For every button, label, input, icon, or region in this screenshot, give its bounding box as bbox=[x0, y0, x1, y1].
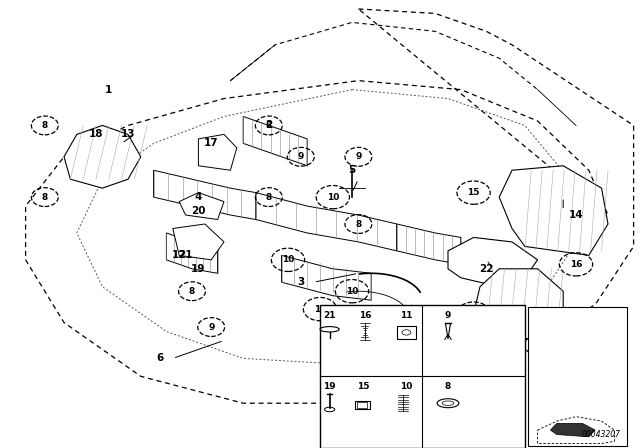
Bar bbox=[320, 305, 525, 448]
Text: 9: 9 bbox=[355, 152, 362, 161]
Bar bbox=[397, 326, 416, 339]
Text: 1: 1 bbox=[105, 85, 113, 95]
Text: 10: 10 bbox=[346, 287, 358, 296]
Text: 22: 22 bbox=[479, 264, 493, 274]
Text: 11: 11 bbox=[467, 309, 480, 318]
Polygon shape bbox=[282, 255, 371, 300]
Polygon shape bbox=[256, 193, 397, 251]
Text: 6: 6 bbox=[156, 353, 164, 363]
Text: 16: 16 bbox=[570, 260, 582, 269]
Text: 16: 16 bbox=[358, 311, 371, 320]
Bar bbox=[528, 307, 627, 446]
Text: 7: 7 bbox=[463, 349, 471, 359]
Text: 8: 8 bbox=[355, 220, 362, 228]
Text: 10: 10 bbox=[326, 193, 339, 202]
Text: 10: 10 bbox=[400, 382, 413, 391]
Text: 21: 21 bbox=[179, 250, 193, 260]
Text: 10: 10 bbox=[282, 255, 294, 264]
Text: 10: 10 bbox=[390, 332, 403, 340]
Text: 2: 2 bbox=[265, 121, 273, 130]
Polygon shape bbox=[499, 166, 608, 255]
Text: 17: 17 bbox=[204, 138, 218, 148]
Polygon shape bbox=[198, 134, 237, 170]
Polygon shape bbox=[474, 269, 563, 340]
Bar bbox=[357, 402, 367, 408]
Text: 18: 18 bbox=[89, 129, 103, 139]
Polygon shape bbox=[243, 116, 307, 166]
Text: 19: 19 bbox=[191, 264, 205, 274]
Text: 4: 4 bbox=[195, 192, 202, 202]
Text: 13: 13 bbox=[121, 129, 135, 139]
Text: 20: 20 bbox=[191, 206, 205, 215]
Polygon shape bbox=[397, 224, 461, 264]
Polygon shape bbox=[166, 233, 218, 273]
Text: 3: 3 bbox=[297, 277, 305, 287]
Text: 15: 15 bbox=[357, 382, 370, 391]
Polygon shape bbox=[154, 170, 256, 220]
Text: 00043207: 00043207 bbox=[582, 430, 621, 439]
Text: 9: 9 bbox=[208, 323, 214, 332]
Polygon shape bbox=[173, 224, 224, 260]
Text: 12: 12 bbox=[172, 250, 186, 260]
Text: 9: 9 bbox=[298, 152, 304, 161]
Polygon shape bbox=[550, 423, 595, 437]
Text: 14: 14 bbox=[569, 210, 583, 220]
Polygon shape bbox=[64, 125, 141, 188]
Text: 21: 21 bbox=[323, 311, 336, 320]
Text: 15: 15 bbox=[467, 188, 480, 197]
Text: 8: 8 bbox=[266, 193, 272, 202]
Text: 19: 19 bbox=[323, 382, 336, 391]
Text: 8: 8 bbox=[189, 287, 195, 296]
Bar bbox=[355, 401, 370, 409]
Polygon shape bbox=[448, 237, 538, 287]
Text: 8: 8 bbox=[534, 340, 541, 349]
Text: 8: 8 bbox=[42, 121, 48, 130]
Text: 8: 8 bbox=[445, 382, 451, 391]
Text: 5: 5 bbox=[348, 165, 356, 175]
Polygon shape bbox=[179, 193, 224, 220]
Text: 11: 11 bbox=[314, 305, 326, 314]
Text: 8: 8 bbox=[266, 121, 272, 130]
Text: 11: 11 bbox=[400, 311, 413, 320]
Text: 8: 8 bbox=[42, 193, 48, 202]
Text: 9: 9 bbox=[445, 311, 451, 320]
